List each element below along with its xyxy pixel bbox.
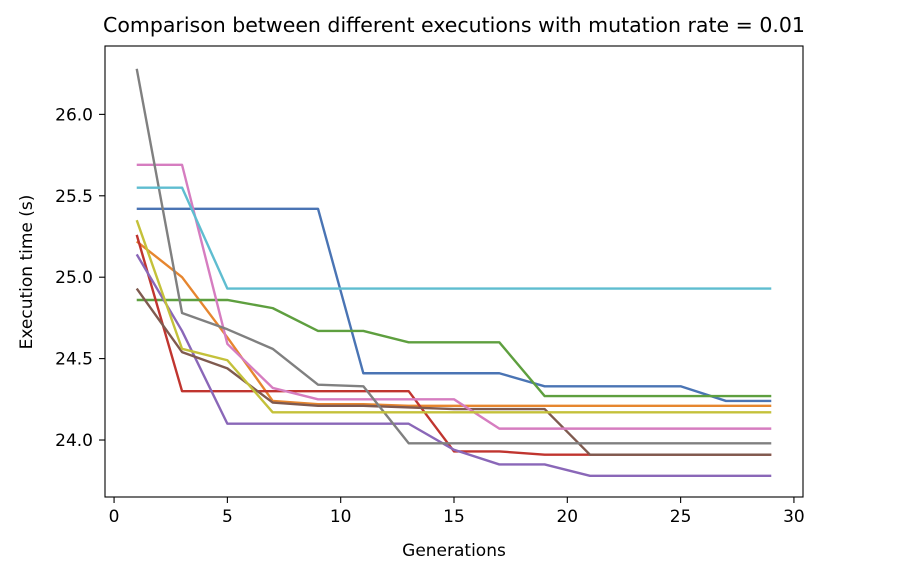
series-line-10 [136,186,772,290]
x-tick-label: 5 [222,507,233,527]
y-tick-label: 24.5 [55,350,93,370]
series-line-8 [135,68,772,445]
series-line-9 [135,219,772,414]
x-tick-label: 25 [670,507,692,527]
x-tick-label: 30 [783,507,805,527]
series-layer [135,68,772,478]
x-tick-label: 0 [109,507,120,527]
x-tick-label: 15 [443,507,465,527]
x-axis-ticks: 0 5 10 15 20 25 30 [109,497,805,527]
series-line-3 [136,298,772,398]
y-tick-label: 25.0 [55,268,93,288]
y-tick-label: 26.0 [55,105,93,125]
series-line-7 [136,163,772,430]
series-line-1 [136,207,772,403]
x-tick-label: 20 [556,507,578,527]
series-line-5 [135,253,772,478]
y-axis-label: Execution time (s) [17,195,37,350]
x-axis-label: Generations [402,541,506,561]
chart-title: Comparison between different executions … [103,13,805,37]
series-line-6 [135,287,772,456]
x-tick-label: 10 [330,507,352,527]
y-tick-label: 24.0 [55,431,93,451]
y-axis-ticks: 24.0 24.5 25.0 25.5 26.0 [55,105,105,451]
y-tick-label: 25.5 [55,187,93,207]
